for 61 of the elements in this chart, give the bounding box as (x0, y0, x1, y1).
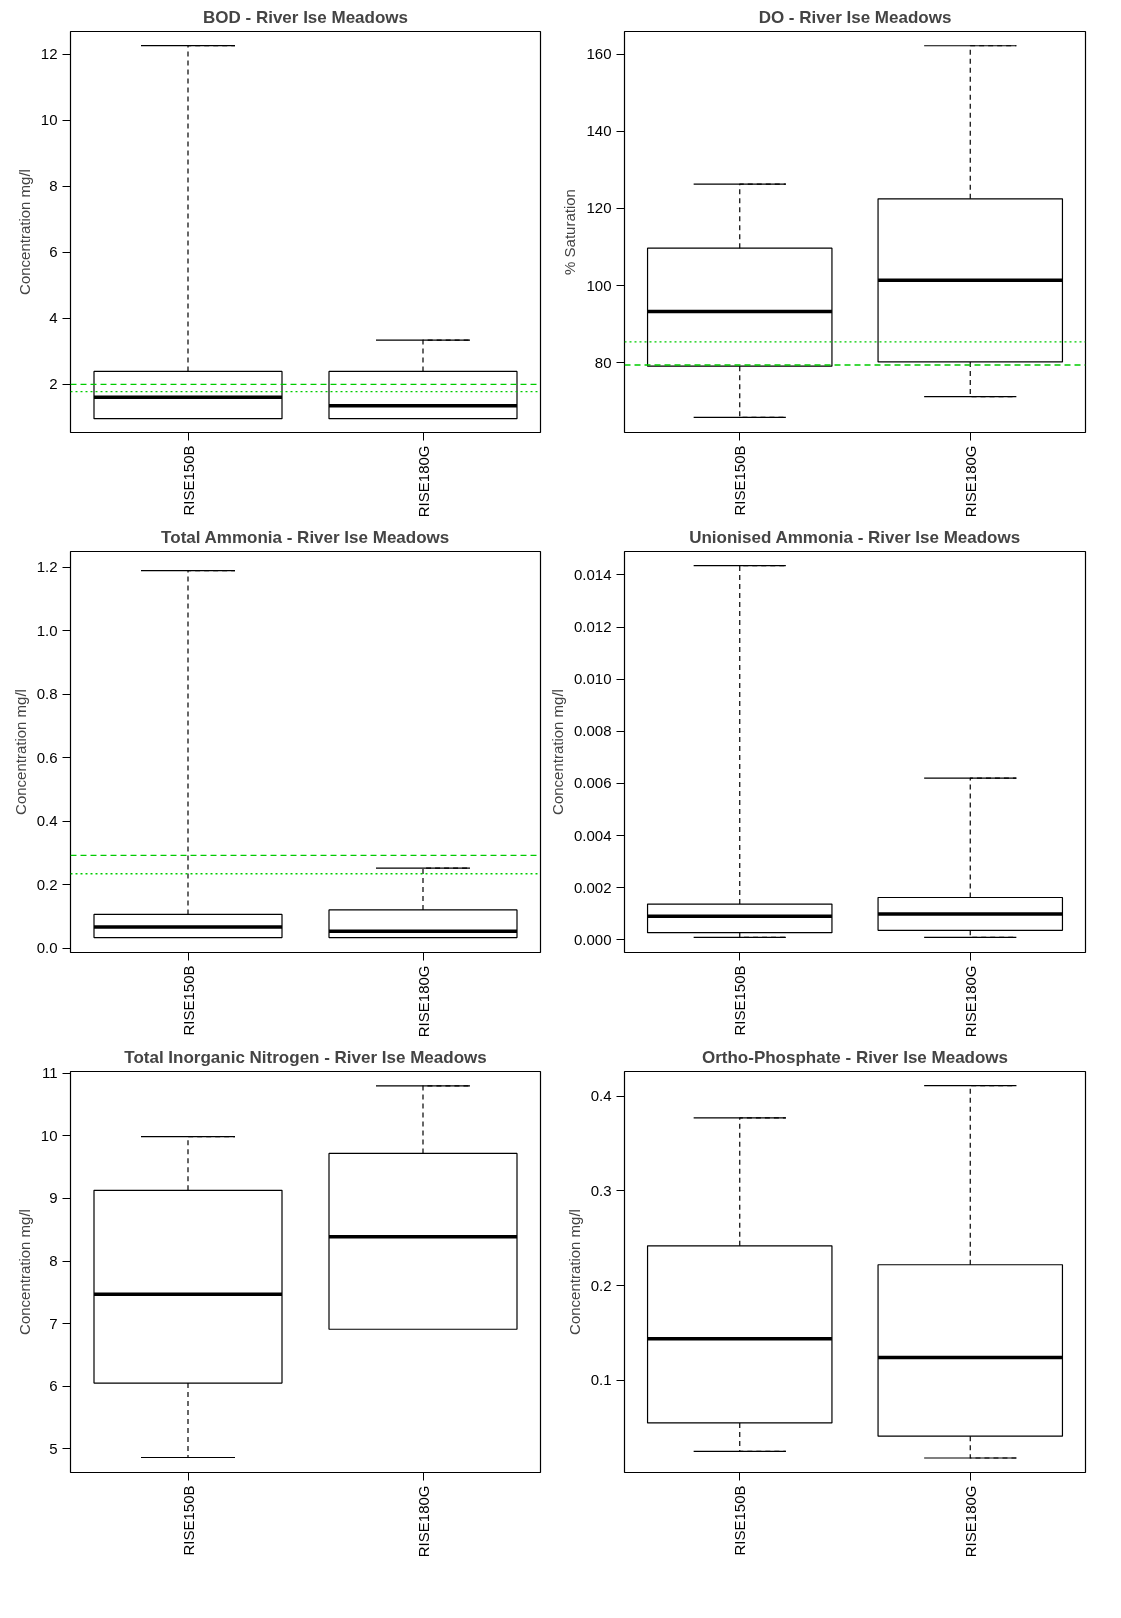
y-tick-label: 0.3 (590, 1181, 612, 1199)
y-tick-label: 160 (586, 45, 612, 63)
y-tick-label: 10 (40, 1126, 58, 1144)
x-tick-label: RISE150B (179, 1485, 197, 1556)
y-tick-label: 0.2 (590, 1276, 612, 1294)
x-tick-label: RISE180G (414, 445, 432, 518)
y-tick-label: 11 (41, 1064, 58, 1082)
y-tick-label: 0.008 (573, 722, 612, 740)
y-tick-label: 4 (49, 309, 58, 327)
chart-title: BOD - River Ise Meadows (203, 7, 409, 27)
y-tick-label: 0.006 (573, 774, 612, 792)
y-tick-label: 9 (49, 1189, 58, 1207)
y-tick-label: 8 (49, 1252, 58, 1270)
y-axis-title: Concentration mg/l (11, 689, 29, 815)
x-tick-label: RISE150B (731, 1485, 749, 1556)
y-tick-label: 7 (49, 1314, 58, 1332)
y-tick-label: 0.6 (36, 748, 58, 766)
x-tick-label: RISE180G (414, 1485, 432, 1558)
x-tick-label: RISE150B (731, 445, 749, 516)
y-tick-label: 80 (594, 353, 612, 371)
y-tick-label: 1.2 (36, 558, 58, 576)
y-tick-label: 0.004 (573, 826, 612, 844)
y-axis-title: Concentration mg/l (548, 689, 566, 815)
y-axis-title: Concentration mg/l (565, 1209, 583, 1335)
y-tick-label: 0.4 (36, 812, 58, 830)
y-tick-label: 6 (49, 1377, 58, 1395)
x-tick-label: RISE180G (414, 965, 432, 1038)
y-tick-label: 120 (586, 199, 612, 217)
y-axis-title: Concentration mg/l (15, 1209, 33, 1335)
x-tick-label: RISE150B (179, 445, 197, 516)
chart-title: Total Ammonia - River Ise Meadows (161, 527, 450, 547)
y-tick-label: 6 (49, 243, 58, 261)
y-tick-label: 0.010 (573, 670, 612, 688)
y-axis-title: % Saturation (561, 189, 579, 275)
y-tick-label: 5 (49, 1439, 58, 1457)
x-tick-label: RISE180G (961, 1485, 979, 1558)
y-tick-label: 0.000 (573, 930, 612, 948)
x-tick-label: RISE180G (961, 445, 979, 518)
y-tick-label: 140 (586, 122, 612, 140)
y-tick-label: 0.1 (590, 1371, 612, 1389)
y-tick-label: 12 (40, 45, 58, 63)
x-tick-label: RISE180G (961, 965, 979, 1038)
y-tick-label: 10 (40, 111, 58, 129)
y-tick-label: 0.0 (36, 939, 58, 957)
x-tick-label: RISE150B (179, 965, 197, 1036)
y-tick-label: 0.012 (573, 618, 612, 636)
y-axis-title: Concentration mg/l (15, 169, 33, 295)
y-tick-label: 2 (49, 375, 58, 393)
y-tick-label: 100 (586, 276, 612, 294)
y-tick-label: 0.8 (36, 685, 58, 703)
y-tick-label: 1.0 (36, 621, 58, 639)
chart-title: Total Inorganic Nitrogen - River Ise Meadows (124, 1047, 487, 1067)
y-tick-label: 0.014 (573, 565, 612, 583)
chart-title: DO - River Ise Meadows (758, 7, 952, 27)
y-tick-label: 0.4 (590, 1087, 612, 1105)
y-tick-label: 8 (49, 177, 58, 195)
x-tick-label: RISE150B (731, 965, 749, 1036)
y-tick-label: 0.2 (36, 875, 58, 893)
chart-title: Unionised Ammonia - River Ise Meadows (689, 527, 1021, 547)
chart-title: Ortho-Phosphate - River Ise Meadows (701, 1047, 1009, 1067)
y-tick-label: 0.002 (573, 878, 612, 896)
